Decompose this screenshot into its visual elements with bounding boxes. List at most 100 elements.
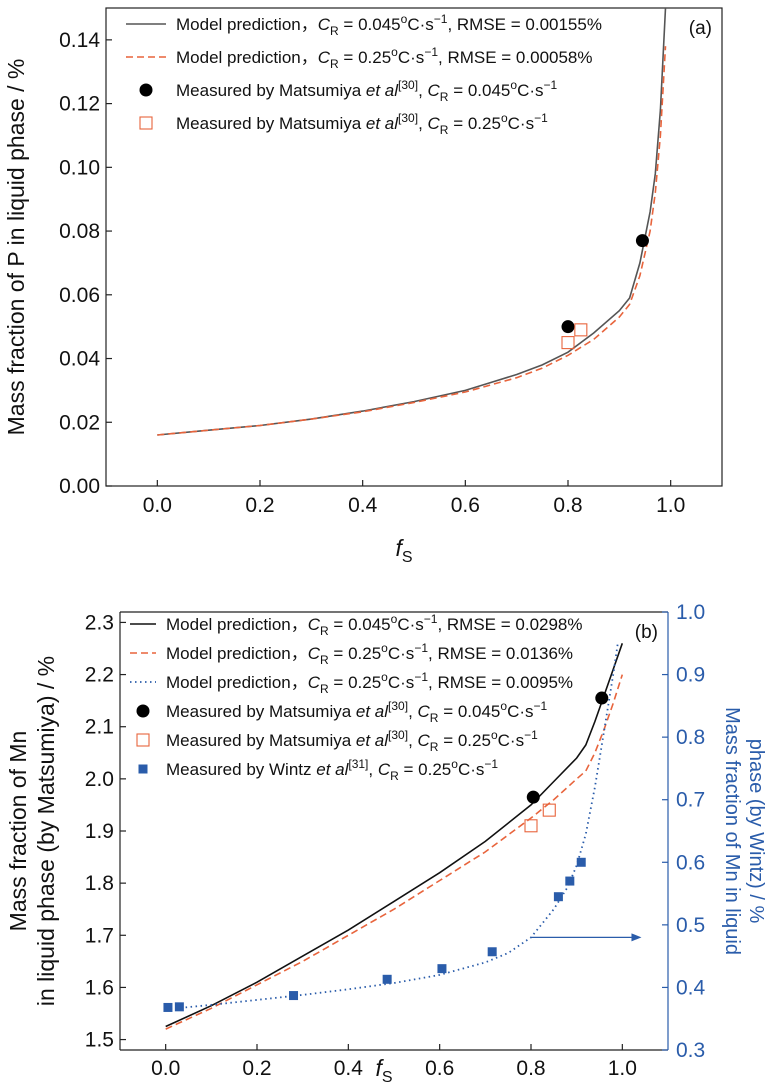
legend-value: = 0.25 [339,48,391,67]
legend-ref: [30] [398,78,418,92]
x-axis-var: f [395,535,404,561]
legend-var: C [308,644,321,663]
data-point [595,691,609,705]
legend-value: = 0.045 [448,81,510,100]
panel-label: (b) [635,622,658,643]
series-line [165,674,624,1030]
legend-value: = 0.25 [329,673,381,692]
legend-tail: , RMSE = 0.0298% [437,615,582,634]
legend-text: Measured by Matsumiya [166,702,356,721]
legend-swatch [136,733,150,747]
legend-text: Measured by Matsumiya [176,81,366,100]
x-tick-label: 0.4 [348,494,378,517]
data-point [382,974,392,984]
legend-sub: R [440,123,449,137]
chart-panel-b: 0.0 0.2 0.4 0.6 0.8 1.0 1.5 1.6 1.7 1.8 1.9 2.0 2.1 2… [5,601,767,1083]
x-tick-label: 0.0 [151,1057,180,1080]
legend-var: C [428,81,441,100]
legend-sub: R [390,769,399,783]
legend-sep: , [368,760,377,779]
legend-tail: , RMSE = 0.00155% [447,15,602,34]
y-tick-label: 2.1 [85,716,114,739]
legend-unit: C·s [508,114,534,133]
y-tick-label: 2.3 [85,611,114,634]
y-tick-label: 0.12 [59,93,100,116]
y-tick-label: 2.2 [85,664,114,687]
legend-entry: Measured by Matsumiya et al[30], CR = 0.… [176,78,558,104]
x-tick-label: 0.2 [242,1057,271,1080]
legend-swatch [138,764,148,774]
x-tick-label: 0.6 [451,494,480,517]
axis-arrow-head [631,933,642,942]
legend-text: Measured by Wintz [166,760,316,779]
legend-text: Model prediction， [166,673,308,692]
legend-sub: R [330,24,339,38]
data-point [561,320,575,334]
data-point [526,790,540,804]
legend-tail: , RMSE = 0.0095% [428,673,573,692]
legend-sub: R [430,740,439,754]
legend-var: C [378,760,391,779]
legend-entry: Model prediction，CR = 0.25oC·s−1, RMSE =… [166,670,573,696]
legend-entry: Measured by Matsumiya et al[30], CR = 0.… [166,699,548,725]
x-axis-label: fS [375,1055,392,1083]
legend-entry: Model prediction，CR = 0.25oC·s−1, RMSE =… [166,641,573,667]
chart-panel-a: 0.0 0.2 0.4 0.6 0.8 1.0 0.00 0.02 0.04 0.06 0.08 0.… [3,7,723,566]
y-axis-label: Mass fraction of P in liquid phase / % [3,59,29,436]
legend-swatch [136,704,150,718]
legend-entry: Model prediction，CR = 0.045oC·s−1, RMSE … [166,612,583,638]
x-tick-label: 0.4 [334,1057,364,1080]
legend-sub: R [440,90,449,104]
legend-sup2: −1 [524,728,538,742]
legend-unit: C·s [388,644,414,663]
y-tick-label: 0.04 [59,348,100,371]
legend-ref: [30] [388,728,408,742]
y-axis-label: in liquid phase (by Matsumiya) / % [33,656,59,1006]
plot-frame [105,7,723,487]
legend-swatch [139,116,153,130]
legend-var: C [308,615,321,634]
data-point [542,803,556,817]
legend-entry: Measured by Wintz et al[31], CR = 0.25oC… [166,757,498,783]
legend-unit: C·s [498,731,524,750]
legend-italic: et al [366,81,399,100]
y2-tick-label: 0.5 [676,914,705,937]
legend-value: = 0.25 [329,644,381,663]
y-tick-label: 0.10 [59,156,100,179]
legend-sup2: −1 [484,757,498,771]
y-tick-label: 0.00 [59,475,100,498]
legend-sup: o [501,111,508,125]
legend-var: C [318,15,331,34]
y2-tick-label: 0.4 [676,976,706,999]
legend-sep: , [408,731,417,750]
legend-sup2: −1 [414,670,428,684]
legend-sup: o [381,670,388,684]
x-tick-label: 0.2 [245,494,274,517]
legend-text: Model prediction， [176,15,318,34]
legend-ref: [30] [388,699,408,713]
data-point [561,336,575,350]
x-tick-label: 0.0 [143,494,172,517]
y-tick-label: 2.0 [85,768,114,791]
series-line [165,643,624,1028]
data-point [487,947,497,957]
y-tick-label: 0.06 [59,284,100,307]
data-point [576,857,586,867]
legend-entry: Model prediction，CR = 0.25oC·s−1, RMSE =… [176,45,593,71]
y-tick-label: 0.08 [59,220,100,243]
y2-tick-label: 0.8 [676,726,705,749]
legend-sub: R [330,57,339,71]
x-tick-label: 1.0 [608,1057,637,1080]
legend-sup2: −1 [544,78,558,92]
legend-sup: o [510,78,517,92]
panel-label: (a) [689,18,712,39]
legend-value: = 0.25 [399,760,451,779]
legend-text: Measured by Matsumiya [176,114,366,133]
x-axis-var: f [375,1055,384,1081]
legend-entry: Measured by Matsumiya et al[30], CR = 0.… [166,728,538,754]
data-point [174,1002,184,1012]
y2-tick-label: 0.7 [676,789,705,812]
legend-sep: , [418,114,427,133]
legend-unit: C·s [507,702,533,721]
